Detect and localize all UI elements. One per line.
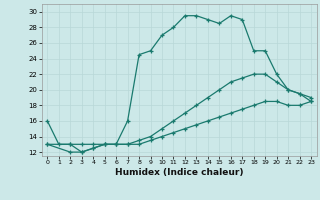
X-axis label: Humidex (Indice chaleur): Humidex (Indice chaleur) — [115, 168, 244, 177]
